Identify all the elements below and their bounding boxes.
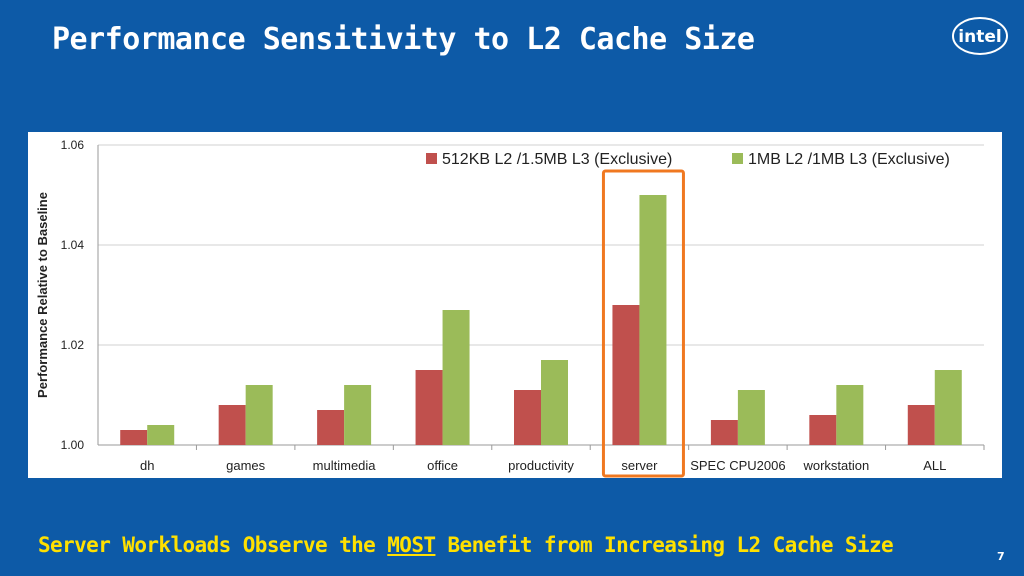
x-tick-label: productivity bbox=[508, 458, 574, 473]
footer-highlight: MOST bbox=[387, 533, 436, 557]
slide-title: Performance Sensitivity to L2 Cache Size bbox=[52, 22, 755, 57]
bar-series2 bbox=[836, 385, 864, 445]
bar-series1 bbox=[218, 405, 246, 445]
footer-text-post: Benefit from Increasing L2 Cache Size bbox=[435, 533, 894, 557]
x-tick-label: server bbox=[621, 458, 658, 473]
bar-series1 bbox=[612, 305, 640, 445]
bar-series2 bbox=[344, 385, 372, 445]
bar-series1 bbox=[809, 415, 837, 445]
bar-series1 bbox=[415, 370, 443, 445]
bar-series2 bbox=[639, 195, 667, 445]
y-axis-label: Performance Relative to Baseline bbox=[35, 192, 50, 398]
x-tick-label: ALL bbox=[923, 458, 946, 473]
bar-chart: 1.00 1.02 1.04 1.06 Performance Relative to … bbox=[35, 138, 985, 478]
bar-series2 bbox=[147, 425, 175, 445]
legend-label: 1MB L2 /1MB L3 (Exclusive) bbox=[748, 151, 950, 168]
x-tick-label: dh bbox=[140, 458, 154, 473]
page-number: 7 bbox=[997, 550, 1005, 563]
y-tick-label: 1.02 bbox=[61, 338, 85, 352]
bar-series1 bbox=[514, 390, 541, 445]
bar-series2 bbox=[442, 310, 470, 445]
y-tick-label: 1.00 bbox=[61, 438, 85, 452]
bar-series1 bbox=[317, 410, 345, 445]
x-tick-label: games bbox=[226, 458, 266, 473]
legend-swatch bbox=[426, 153, 437, 164]
chart-panel: 1.00 1.02 1.04 1.06 Performance Relative to … bbox=[28, 132, 1002, 478]
intel-logo-text: intel bbox=[958, 27, 1001, 47]
x-tick-label: SPEC CPU2006 bbox=[690, 458, 785, 473]
footer-message: Server Workloads Observe the MOST Benefi… bbox=[38, 533, 894, 557]
bar-series2 bbox=[541, 360, 568, 445]
bar-series2 bbox=[934, 370, 962, 445]
bar-series2 bbox=[245, 385, 273, 445]
x-tick-label: workstation bbox=[802, 458, 869, 473]
footer-text-pre: Server Workloads Observe the bbox=[38, 533, 388, 557]
bar-series1 bbox=[710, 420, 738, 445]
bar-series2 bbox=[737, 390, 765, 445]
highlight-box-server bbox=[601, 169, 685, 478]
bar-series1 bbox=[907, 405, 935, 445]
y-tick-label: 1.06 bbox=[61, 138, 85, 152]
x-tick-label: multimedia bbox=[313, 458, 377, 473]
intel-logo: intel bbox=[950, 14, 1010, 58]
legend-swatch bbox=[732, 153, 743, 164]
x-tick-label: office bbox=[427, 458, 458, 473]
legend-label: 512KB L2 /1.5MB L3 (Exclusive) bbox=[442, 151, 672, 168]
bar-series1 bbox=[120, 430, 148, 445]
y-tick-label: 1.04 bbox=[61, 238, 85, 252]
